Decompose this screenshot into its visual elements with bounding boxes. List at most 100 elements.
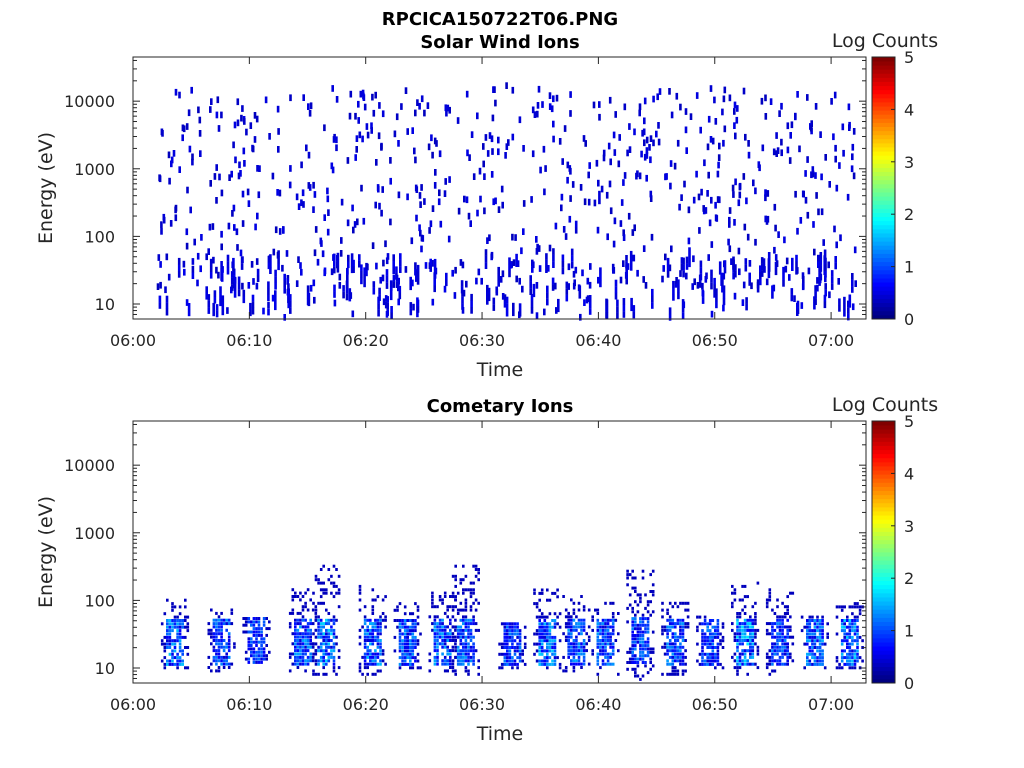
spectrogram-cell [255, 644, 258, 647]
spectrogram-cell [743, 659, 747, 663]
spectrogram-cell [306, 635, 310, 639]
spectrogram-cell [622, 311, 626, 318]
spectrogram-cell [626, 569, 629, 573]
spectrogram-cell [631, 654, 634, 658]
spectrogram-cell [599, 622, 602, 626]
spectrogram-cell [168, 622, 172, 626]
spectrogram-cell [384, 240, 387, 248]
spectrogram-cell [255, 258, 259, 265]
spectrogram-cell [808, 635, 812, 639]
spectrogram-cell [685, 147, 688, 154]
spectrogram-cell [535, 312, 539, 319]
spectrogram-cell [181, 134, 184, 142]
spectrogram-cell [738, 268, 741, 276]
spectrogram-cell [289, 294, 292, 301]
spectrogram-cell [250, 630, 253, 634]
spectrogram-cell [558, 625, 562, 629]
spectrogram-cell [166, 619, 169, 622]
spectrogram-cell [247, 657, 251, 661]
spectrogram-cell [577, 622, 581, 626]
spectrogram-cell [786, 659, 789, 663]
spectrogram-cell [591, 628, 594, 632]
spectrogram-cell [596, 226, 600, 234]
spectrogram-cell [749, 635, 752, 639]
spectrogram-cell [393, 130, 397, 138]
spectrogram-cell [848, 629, 852, 633]
spectrogram-cell [287, 283, 290, 290]
spectrogram-cell [580, 642, 583, 646]
spectrogram-cell [309, 102, 313, 110]
spectrogram-cell [666, 628, 669, 632]
x-tick-label: 06:50 [692, 331, 738, 350]
spectrogram-cell [515, 253, 518, 261]
spectrogram-cell [171, 652, 174, 656]
spectrogram-cell [319, 632, 323, 636]
spectrogram-cell [586, 277, 590, 285]
spectrogram-cell [671, 649, 675, 653]
spectrogram-cell [676, 655, 680, 659]
spectrogram-cell [535, 642, 539, 646]
spectrogram-cell [580, 649, 583, 653]
spectrogram-cell [376, 662, 380, 666]
spectrogram-cell [818, 642, 822, 646]
spectrogram-cell [173, 639, 177, 643]
spectrogram-cell [212, 655, 216, 659]
spectrogram-cell [580, 595, 583, 598]
spectrogram-cell [360, 264, 363, 272]
spectrogram-cell [640, 150, 643, 158]
spectrogram-cell [751, 645, 755, 649]
spectrogram-cell [856, 642, 859, 646]
spectrogram-cell [217, 632, 221, 636]
spectrogram-cell [327, 635, 331, 639]
spectrogram-cell [516, 625, 519, 629]
spectrogram-cell [652, 139, 655, 147]
spectrogram-cell [811, 635, 814, 639]
spectrogram-cell [759, 272, 762, 279]
spectrogram-cell [472, 591, 475, 595]
spectrogram-cell [546, 625, 549, 629]
colorbar-swatch [872, 167, 895, 173]
spectrogram-cell [274, 303, 277, 311]
spectrogram-cell [472, 601, 475, 605]
spectrogram-cell [710, 282, 713, 290]
spectrogram-cell [574, 226, 578, 234]
spectrogram-cell [372, 287, 376, 295]
spectrogram-cell [645, 136, 649, 144]
spectrogram-cell [769, 98, 773, 105]
spectrogram-cell [207, 294, 211, 301]
spectrogram-cell [467, 655, 470, 659]
solar-wind-ions-panel: Solar Wind Ions 06:00 06:10 06:20 06:30 06:4… [35, 30, 938, 381]
spectrogram-cell [256, 268, 260, 276]
spectrogram-cell [371, 652, 375, 656]
colorbar-swatch [872, 658, 895, 663]
spectrogram-cell [366, 625, 369, 629]
spectrogram-cell [641, 657, 645, 661]
spectrogram-cell [215, 197, 218, 204]
spectrogram-cell [796, 227, 799, 235]
spectrogram-cell [795, 267, 798, 275]
spectrogram-cell [645, 147, 649, 154]
spectrogram-cell [462, 655, 465, 659]
spectrogram-cell [823, 666, 827, 670]
spectrogram-cell [386, 253, 390, 260]
spectrogram-cell [679, 625, 682, 629]
spectrogram-cell [778, 615, 782, 619]
spectrogram-cell [217, 655, 221, 659]
colorbar-swatch [872, 646, 895, 651]
spectrogram-cell [309, 598, 312, 602]
spectrogram-cell [287, 289, 290, 297]
spectrogram-cell [265, 654, 268, 658]
spectrogram-cell [323, 124, 326, 132]
spectrogram-cell [371, 612, 375, 615]
spectrogram-cell [746, 635, 749, 639]
spectrogram-cell [171, 642, 174, 646]
spectrogram-cell [595, 159, 599, 167]
spectrogram-cell [552, 120, 555, 128]
spectrogram-cell [512, 259, 516, 266]
spectrogram-cell [416, 310, 419, 318]
spectrogram-cell [611, 263, 615, 271]
spectrogram-cell [390, 306, 393, 313]
spectrogram-cell [446, 645, 449, 649]
spectrogram-cell [813, 662, 817, 666]
spectrogram-cell [260, 660, 263, 664]
